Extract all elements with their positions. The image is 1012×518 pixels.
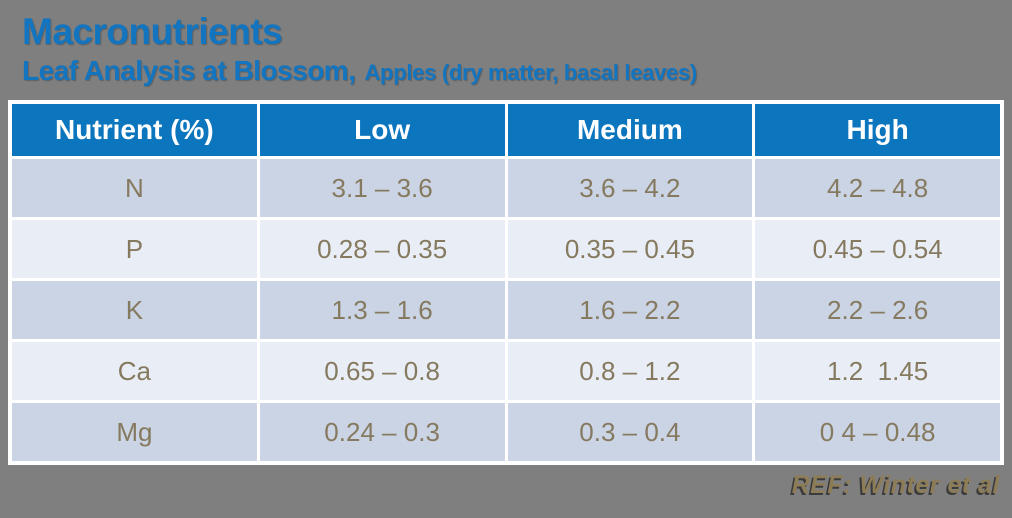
header-cell-high: High: [755, 104, 1000, 156]
header-cell-nutrient: Nutrient (%): [12, 104, 257, 156]
cell-low: 0.24 – 0.3: [259, 403, 505, 461]
reference-text: REF: Winter et al: [791, 471, 1000, 499]
page-title: Macronutrients: [22, 11, 283, 52]
cell-medium: 0.3 – 0.4: [507, 403, 753, 461]
cell-nutrient: P: [12, 220, 257, 278]
cell-nutrient: Mg: [12, 403, 257, 461]
subtitle-detail: Apples (dry matter, basal leaves): [364, 60, 697, 85]
header-cell-low: Low: [259, 104, 505, 156]
cell-high: 0 4 – 0.48: [755, 403, 1000, 461]
header-cell-medium: Medium: [507, 104, 753, 156]
cell-nutrient: N: [12, 159, 257, 217]
subtitle-main: Leaf Analysis at Blossom,: [22, 55, 356, 86]
cell-high: 4.2 – 4.8: [755, 159, 1000, 217]
cell-medium: 1.6 – 2.2: [507, 281, 753, 339]
cell-low: 0.28 – 0.35: [259, 220, 505, 278]
cell-low: 3.1 – 3.6: [259, 159, 505, 217]
cell-medium: 3.6 – 4.2: [507, 159, 753, 217]
cell-low: 0.65 – 0.8: [259, 342, 505, 400]
cell-low: 1.3 – 1.6: [259, 281, 505, 339]
page-subtitle: Leaf Analysis at Blossom, Apples (dry mat…: [22, 54, 697, 93]
cell-high: 0.45 – 0.54: [755, 220, 1000, 278]
cell-nutrient: K: [12, 281, 257, 339]
cell-high: 2.2 – 2.6: [755, 281, 1000, 339]
cell-medium: 0.35 – 0.45: [507, 220, 753, 278]
cell-high: 1.2 1.45: [755, 342, 1000, 400]
slide-header: Macronutrients Leaf Analysis at Blossom,…: [22, 10, 697, 93]
cell-nutrient: Ca: [12, 342, 257, 400]
cell-medium: 0.8 – 1.2: [507, 342, 753, 400]
nutrient-table: Nutrient (%) Low Medium High N 3.1 – 3.6…: [8, 100, 1004, 465]
